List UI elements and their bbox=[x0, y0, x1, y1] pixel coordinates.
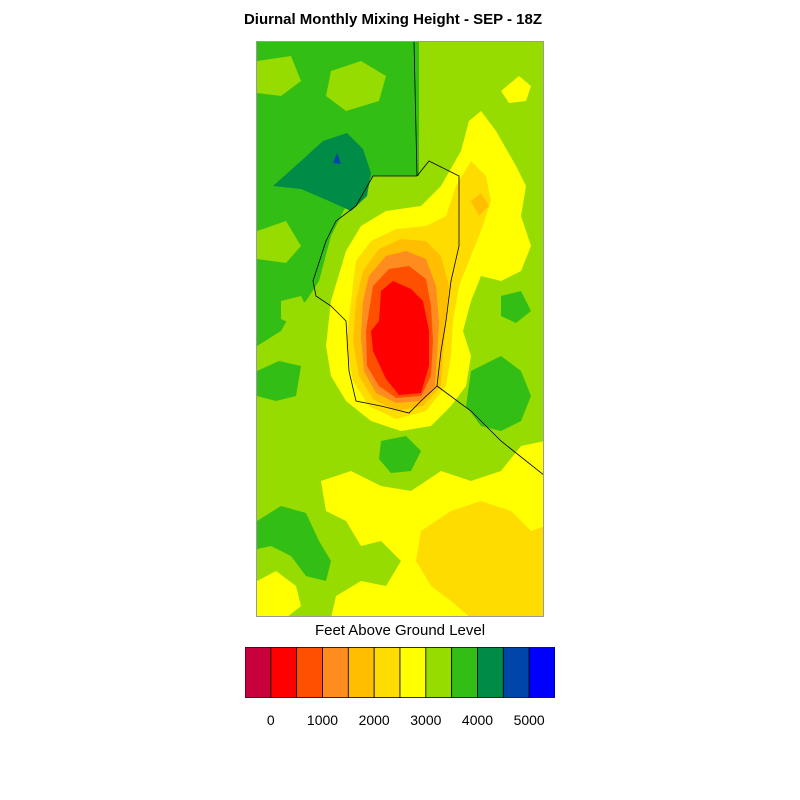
colorbar-swatch bbox=[502, 647, 530, 698]
colorbar-tick-label: 4000 bbox=[461, 712, 494, 728]
legend-title: Feet Above Ground Level bbox=[314, 622, 486, 639]
green-contour-southwest bbox=[257, 506, 331, 581]
colorbar-ticks: 0 1000 2000 3000 4000 5000 bbox=[0, 712, 800, 732]
colorbar-swatch bbox=[322, 647, 349, 698]
boundary-line-southeast bbox=[436, 385, 543, 475]
boundary-line-basin bbox=[312, 160, 460, 414]
yellow-contour-southwest bbox=[257, 571, 301, 616]
green-patch-east-upper bbox=[501, 291, 531, 323]
colorbar-swatch bbox=[373, 647, 401, 698]
green-patch-east bbox=[466, 356, 531, 431]
gold-contour-southeast bbox=[416, 501, 543, 616]
green-patch-south bbox=[379, 436, 421, 473]
boundary-line-north bbox=[413, 42, 418, 177]
map-title: Diurnal Monthly Mixing Height - SEP - 18… bbox=[243, 11, 543, 28]
colorbar-swatch bbox=[245, 647, 272, 698]
colorbar-swatch bbox=[528, 647, 555, 698]
colorbar-swatch bbox=[296, 647, 323, 698]
colorbar-swatch bbox=[451, 647, 478, 698]
lightgreen-island-1 bbox=[326, 61, 386, 111]
colorbar-swatch bbox=[347, 647, 375, 698]
mixing-height-map bbox=[256, 41, 544, 617]
amber-spot-northeast bbox=[471, 193, 489, 216]
colorbar-swatch bbox=[477, 647, 504, 698]
lightgreen-island-2 bbox=[257, 56, 301, 96]
colorbar-swatch bbox=[399, 647, 427, 698]
blue-spot bbox=[333, 153, 341, 164]
red-core-contour bbox=[371, 281, 429, 395]
colorbar-tick-label: 0 bbox=[266, 712, 275, 728]
green-patch-west bbox=[257, 361, 301, 401]
yellow-contour-northeast bbox=[501, 76, 531, 103]
colorbar-tick-label: 3000 bbox=[410, 712, 442, 728]
darkgreen-contour bbox=[273, 133, 371, 211]
colorbar-swatch bbox=[270, 647, 298, 698]
lightgreen-island-3 bbox=[257, 221, 301, 263]
colorbar-tick-label: 2000 bbox=[358, 712, 390, 728]
colorbar-tick-label: 1000 bbox=[306, 712, 339, 728]
colorbar-tick-label: 5000 bbox=[513, 712, 545, 728]
colorbar bbox=[245, 647, 555, 698]
lightgreen-island-4 bbox=[281, 296, 311, 326]
colorbar-swatch bbox=[425, 647, 453, 698]
